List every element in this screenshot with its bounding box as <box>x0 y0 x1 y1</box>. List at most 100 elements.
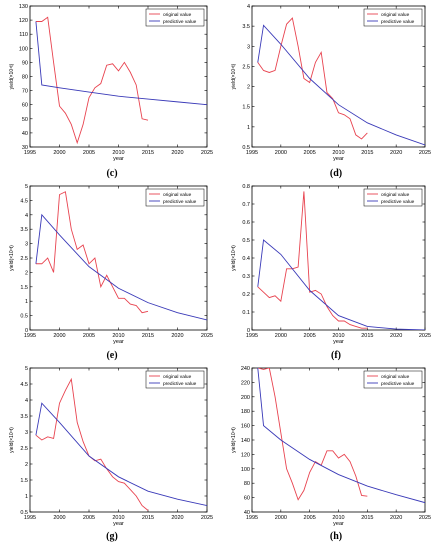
y-tick-label: 3.5 <box>20 227 28 233</box>
chart-panel-5: 1995 2000 2005 2010 2015 2020 2025 year 0.5 1 1.5 2… <box>9 366 213 542</box>
legend-entry: predictive value <box>381 199 415 205</box>
y-tick-label: 160 <box>241 424 250 430</box>
y-axis-label: yield(×10⁴t) <box>9 63 15 89</box>
y-tick-label: 3.5 <box>242 24 250 30</box>
x-axis-label: year <box>113 521 124 527</box>
legend-box <box>145 8 205 27</box>
chart-panel-1: 1995 2000 2005 2010 2015 2020 2025 year 30 40 50 60… <box>9 4 213 179</box>
x-tick-label: 2005 <box>304 515 316 521</box>
x-tick-label: 1995 <box>246 333 258 339</box>
legend-box <box>145 188 205 207</box>
panel-label: (g) <box>106 531 118 542</box>
x-tick-label: 1995 <box>24 150 36 156</box>
x-tick-label: 2015 <box>361 515 373 521</box>
panel-label: (h) <box>330 531 342 542</box>
y-tick-label: 1 <box>25 494 28 500</box>
y-tick-label: 140 <box>241 438 250 444</box>
plot-area <box>29 5 208 148</box>
series-line-original <box>257 368 368 501</box>
y-tick-label: 4.5 <box>20 382 28 388</box>
x-axis-label: year <box>333 156 344 162</box>
y-tick-label: 4 <box>25 398 28 404</box>
panel-label: (e) <box>106 350 117 361</box>
y-tick-label: 3.5 <box>20 414 28 420</box>
x-tick-label: 2025 <box>419 333 431 339</box>
x-tick-label: 2000 <box>53 333 65 339</box>
x-tick-label: 2010 <box>112 150 124 156</box>
x-tick-label: 2000 <box>53 150 65 156</box>
series-line-original <box>35 191 149 314</box>
y-tick-label: 120 <box>19 18 28 24</box>
plot-area <box>29 367 208 513</box>
x-axis-label: year <box>113 156 124 162</box>
y-tick-label: 1.5 <box>242 105 250 111</box>
chart-panel-3: 1995 2000 2005 2010 2015 2020 2025 year 0 0.5 1 1.5… <box>9 184 213 361</box>
plot-area <box>251 367 426 513</box>
y-tick-label: 220 <box>241 380 250 386</box>
series-line-original <box>257 191 368 329</box>
y-tick-label: 0.5 <box>20 314 28 320</box>
y-tick-label: 100 <box>19 46 28 52</box>
legend-box <box>363 8 423 27</box>
y-axis-label: yield(×10⁴t) <box>9 427 15 453</box>
x-tick-label: 2025 <box>419 515 431 521</box>
y-tick-label: 2 <box>25 270 28 276</box>
y-tick-label: 2.5 <box>20 256 28 262</box>
x-tick-label: 2000 <box>275 515 287 521</box>
y-tick-label: 0.5 <box>242 238 250 244</box>
series-line-predictive <box>257 368 425 504</box>
y-tick-label: 90 <box>22 60 28 66</box>
x-tick-label: 2015 <box>142 333 154 339</box>
y-tick-label: 180 <box>241 409 250 415</box>
x-tick-label: 2015 <box>361 150 373 156</box>
legend-entry: predictive value <box>381 381 415 387</box>
y-axis-label: yield(×10⁴t) <box>9 245 15 271</box>
x-tick-label: 2015 <box>361 333 373 339</box>
y-tick-label: 3 <box>25 242 28 248</box>
y-axis-label: yield(×10⁴t) <box>231 427 237 453</box>
y-tick-label: 0.5 <box>20 510 28 516</box>
y-tick-label: 80 <box>244 481 250 487</box>
series-line-predictive <box>35 213 207 321</box>
y-tick-label: 0.2 <box>242 292 250 298</box>
x-tick-label: 2000 <box>275 333 287 339</box>
y-tick-label: 120 <box>241 452 250 458</box>
series-line-predictive <box>257 24 425 146</box>
y-tick-label: 70 <box>22 89 28 95</box>
y-axis-label: yield(×10⁴t) <box>231 245 237 271</box>
y-tick-label: 240 <box>241 366 250 372</box>
legend-entry: original value <box>163 192 192 198</box>
y-tick-label: 200 <box>241 395 250 401</box>
legend-entry: predictive value <box>381 19 415 25</box>
y-tick-label: 0.5 <box>242 145 250 151</box>
y-tick-label: 130 <box>19 4 28 10</box>
y-tick-label: 30 <box>22 145 28 151</box>
legend-entry: predictive value <box>163 199 197 205</box>
x-tick-label: 2010 <box>112 515 124 521</box>
series-line-predictive <box>257 239 425 330</box>
y-tick-label: 1.5 <box>20 478 28 484</box>
y-tick-label: 4 <box>247 4 250 10</box>
x-tick-label: 2020 <box>171 333 183 339</box>
y-tick-label: 0.6 <box>242 220 250 226</box>
x-tick-label: 2010 <box>112 333 124 339</box>
x-tick-label: 2010 <box>332 150 344 156</box>
x-tick-label: 2020 <box>171 150 183 156</box>
legend-entry: original value <box>381 192 410 198</box>
series-line-predictive <box>35 402 207 507</box>
y-tick-label: 1 <box>247 125 250 131</box>
x-tick-label: 1995 <box>24 515 36 521</box>
x-axis-label: year <box>333 339 344 345</box>
y-tick-label: 2 <box>247 85 250 91</box>
x-tick-label: 2010 <box>332 333 344 339</box>
x-tick-label: 2020 <box>171 515 183 521</box>
y-tick-label: 4.5 <box>20 198 28 204</box>
y-tick-label: 100 <box>241 467 250 473</box>
x-tick-label: 2020 <box>390 333 402 339</box>
y-tick-label: 40 <box>22 131 28 137</box>
x-tick-label: 1995 <box>24 333 36 339</box>
x-tick-label: 2025 <box>201 515 213 521</box>
y-tick-label: 5 <box>25 366 28 372</box>
y-tick-label: 5 <box>25 184 28 190</box>
